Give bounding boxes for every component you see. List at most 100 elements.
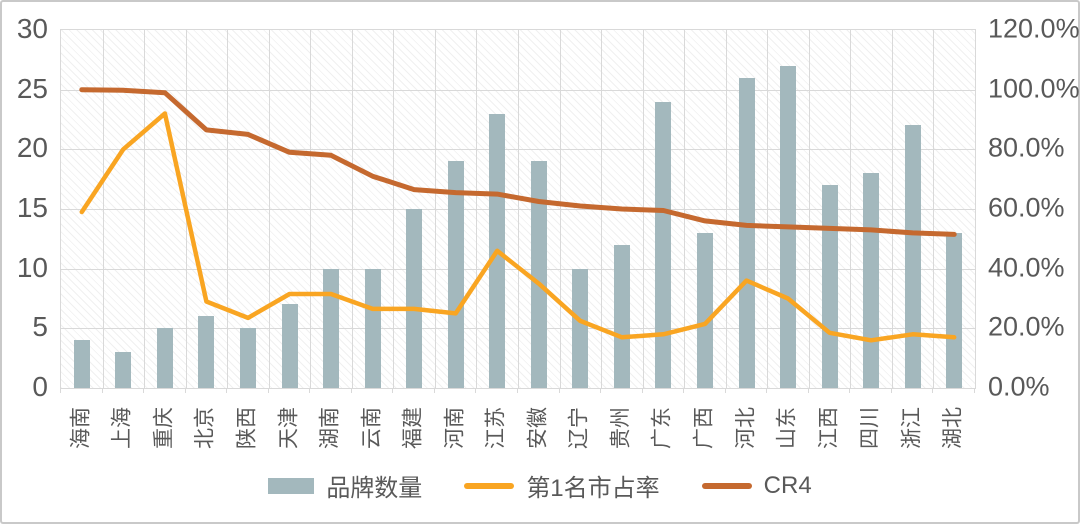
bar-北京 xyxy=(198,316,215,388)
gridline-vertical xyxy=(684,30,686,388)
gridline-vertical xyxy=(518,30,519,388)
x-tick-mark xyxy=(724,388,726,393)
x-tick-mark xyxy=(433,388,435,393)
x-tick-mark xyxy=(60,388,61,393)
legend-item-cr4: CR4 xyxy=(701,471,812,500)
gridline-vertical xyxy=(227,30,229,388)
y-left-tick: 5 xyxy=(32,311,48,343)
gridline-vertical xyxy=(891,30,893,388)
x-label-河北: 河北 xyxy=(734,407,757,449)
x-label-辽宁: 辽宁 xyxy=(567,407,591,449)
bar-上海 xyxy=(115,352,132,388)
x-tick-mark xyxy=(641,388,643,393)
x-label-浙江: 浙江 xyxy=(900,407,924,449)
legend: 品牌数量 第1名市占率 CR4 xyxy=(0,468,1080,503)
bar-河南 xyxy=(447,161,464,388)
bar-swatch-icon xyxy=(268,477,315,494)
line-第1名市占率 xyxy=(79,111,957,343)
gridline-vertical xyxy=(310,30,312,388)
x-label-江西: 江西 xyxy=(817,407,841,449)
y-right-tick: 40.0% xyxy=(988,252,1065,283)
line-swatch-icon xyxy=(701,482,752,489)
x-tick-mark xyxy=(392,388,394,393)
legend-item-top1-share: 第1名市占率 xyxy=(464,468,660,503)
plot-area xyxy=(60,29,976,389)
x-label-四川: 四川 xyxy=(858,407,882,449)
x-tick-mark xyxy=(101,388,103,393)
x-tick-mark xyxy=(600,388,602,393)
x-label-福建: 福建 xyxy=(401,407,425,449)
x-tick-mark xyxy=(890,388,892,393)
gridline-vertical xyxy=(476,30,478,388)
bar-云南 xyxy=(364,268,381,388)
x-tick-mark xyxy=(974,388,975,393)
y-left-tick: 30 xyxy=(16,13,48,44)
x-tick-mark xyxy=(849,388,851,393)
x-tick-mark xyxy=(932,388,934,393)
bar-四川 xyxy=(863,173,880,388)
x-label-上海: 上海 xyxy=(110,407,134,449)
legend-label: CR4 xyxy=(763,471,812,499)
gridline-vertical xyxy=(144,30,146,388)
bar-江西 xyxy=(821,185,838,388)
y-left-tick: 20 xyxy=(16,132,48,164)
legend-label: 第1名市占率 xyxy=(526,475,660,502)
gridline-vertical xyxy=(268,30,270,388)
gridline-vertical xyxy=(850,30,852,388)
gridline-vertical xyxy=(559,30,561,388)
x-tick-mark xyxy=(226,388,228,393)
x-label-海南: 海南 xyxy=(69,407,93,449)
y-right-tick: 80.0% xyxy=(988,132,1065,163)
legend-label: 品牌数量 xyxy=(326,475,423,502)
bar-陕西 xyxy=(239,328,256,388)
x-tick-mark xyxy=(143,388,145,393)
bar-广西 xyxy=(696,232,713,388)
gridline-vertical xyxy=(725,30,727,388)
gridline-vertical xyxy=(767,30,769,388)
bar-海南 xyxy=(73,340,90,388)
line-swatch-icon xyxy=(464,482,515,489)
bar-湖北 xyxy=(946,232,963,388)
bar-广东 xyxy=(655,101,672,388)
gridline-vertical xyxy=(393,30,395,388)
y-left-tick: 25 xyxy=(16,72,48,104)
y-right-tick: 60.0% xyxy=(988,192,1065,223)
y-left-tick: 0 xyxy=(32,371,48,402)
x-tick-mark xyxy=(475,388,477,393)
bar-河北 xyxy=(738,77,755,388)
x-label-广东: 广东 xyxy=(650,407,674,449)
x-tick-mark xyxy=(683,388,685,393)
bar-重庆 xyxy=(156,328,173,388)
x-tick-mark xyxy=(517,388,518,393)
x-label-山东: 山东 xyxy=(775,407,799,449)
x-label-湖北: 湖北 xyxy=(941,407,965,449)
bar-浙江 xyxy=(904,125,921,388)
gridline-vertical xyxy=(808,30,810,388)
x-tick-mark xyxy=(350,388,352,393)
gridline-vertical xyxy=(434,30,436,388)
x-label-北京: 北京 xyxy=(193,407,217,449)
y-right-tick: 0.0% xyxy=(988,371,1050,402)
line-series-layer xyxy=(79,87,957,343)
x-label-天津: 天津 xyxy=(277,407,300,449)
y-right-tick: 20.0% xyxy=(988,311,1065,342)
x-label-陕西: 陕西 xyxy=(235,407,259,449)
x-label-广西: 广西 xyxy=(692,407,716,449)
x-tick-mark xyxy=(558,388,560,393)
y-left-tick: 10 xyxy=(16,251,48,283)
x-label-湖南: 湖南 xyxy=(318,407,342,449)
x-tick-mark xyxy=(267,388,269,393)
x-tick-mark xyxy=(807,388,809,393)
y-left-tick: 15 xyxy=(16,192,48,223)
gridline-vertical xyxy=(351,30,353,388)
y-right-tick: 100.0% xyxy=(988,73,1080,104)
x-label-江苏: 江苏 xyxy=(484,407,508,449)
x-label-安徽: 安徽 xyxy=(526,407,550,449)
bar-天津 xyxy=(281,304,298,388)
y-right-tick: 120.0% xyxy=(988,13,1080,44)
x-tick-mark xyxy=(184,388,186,393)
gridline-vertical xyxy=(933,30,935,388)
bar-福建 xyxy=(406,209,423,388)
bar-湖南 xyxy=(323,268,340,388)
